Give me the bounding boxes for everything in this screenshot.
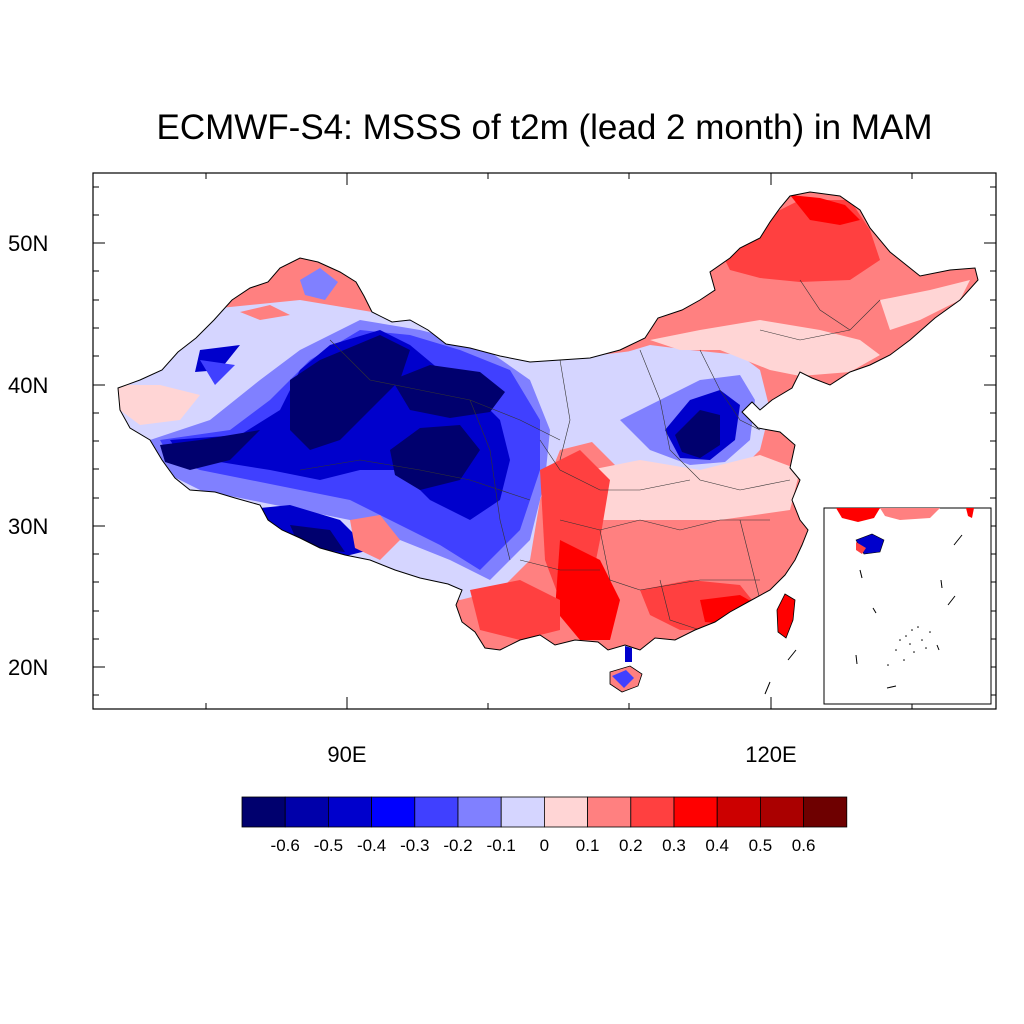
lat-label-30n: 30N bbox=[8, 514, 48, 539]
china-outline bbox=[117, 191, 979, 651]
colorbar-swatch bbox=[544, 796, 589, 828]
inset-hainan-red bbox=[856, 542, 866, 554]
colorbar-label: 0.2 bbox=[619, 836, 643, 855]
inset-coast-pink bbox=[880, 508, 940, 520]
inset-frame bbox=[823, 507, 992, 705]
colorbar-swatch bbox=[371, 796, 416, 828]
inset-coast-red bbox=[836, 508, 880, 522]
colorbar-swatch bbox=[414, 796, 459, 828]
inset-islands bbox=[887, 626, 931, 666]
lat-label-40n: 40N bbox=[8, 373, 48, 398]
lat-label-20n: 20N bbox=[8, 655, 48, 680]
colorbar-swatch bbox=[241, 796, 286, 828]
colorbar-label: 0.1 bbox=[576, 836, 600, 855]
colorbar-label: 0.3 bbox=[662, 836, 686, 855]
colorbar-label: 0.4 bbox=[705, 836, 729, 855]
colorbar-swatch bbox=[673, 796, 718, 828]
colorbar-label: -0.2 bbox=[443, 836, 472, 855]
south-china-sea-inset bbox=[823, 507, 992, 705]
colorbar-label: -0.1 bbox=[487, 836, 516, 855]
leizhou-patch bbox=[625, 646, 632, 662]
map-title: ECMWF-S4: MSSS of t2m (lead 2 month) in … bbox=[156, 108, 933, 147]
province-boundaries bbox=[299, 279, 881, 631]
colorbar-swatch bbox=[803, 796, 848, 828]
lon-ticks bbox=[205, 173, 913, 709]
colorbar-label: -0.3 bbox=[400, 836, 429, 855]
colorbar-swatch bbox=[457, 796, 502, 828]
colorbar-swatch bbox=[630, 796, 675, 828]
colorbar-swatch bbox=[327, 796, 372, 828]
colorbar-label: -0.6 bbox=[271, 836, 300, 855]
colorbar-label: 0.5 bbox=[749, 836, 773, 855]
colorbar-swatch bbox=[500, 796, 545, 828]
lon-label-90e: 90E bbox=[327, 742, 366, 767]
taiwan-island bbox=[776, 593, 796, 639]
colorbar-swatch bbox=[760, 796, 805, 828]
colorbar-label: 0 bbox=[540, 836, 549, 855]
colorbar-label: -0.4 bbox=[357, 836, 386, 855]
colorbar: -0.6 -0.5 -0.4 -0.3 -0.2 -0.1 0 0.1 0.2 0.3 0.4 0.5… bbox=[241, 796, 848, 855]
lat-label-50n: 50N bbox=[8, 231, 48, 256]
colorbar-label: 0.6 bbox=[792, 836, 816, 855]
colorbar-swatch bbox=[284, 796, 329, 828]
colorbar-label: -0.5 bbox=[314, 836, 343, 855]
colorbar-swatch bbox=[587, 796, 632, 828]
lon-label-120e: 120E bbox=[745, 742, 796, 767]
inset-dash-line bbox=[855, 534, 963, 689]
inset-taiwan bbox=[966, 508, 974, 518]
dash-line-main bbox=[764, 649, 797, 695]
hainan-blue-patch bbox=[612, 670, 634, 688]
colorbar-swatch bbox=[716, 796, 761, 828]
